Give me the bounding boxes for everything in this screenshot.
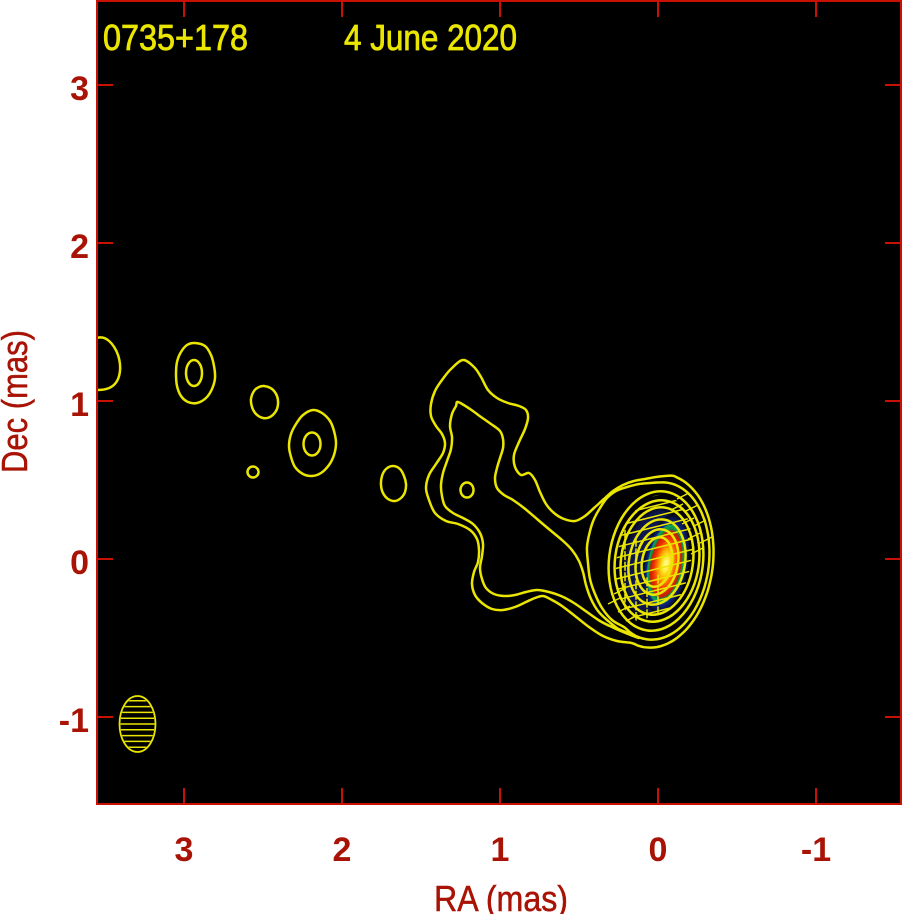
- svg-text:1: 1: [70, 386, 89, 424]
- svg-text:3: 3: [175, 831, 194, 869]
- svg-text:0: 0: [649, 831, 668, 869]
- svg-text:1: 1: [491, 831, 510, 869]
- svg-text:4 June 2020: 4 June 2020: [344, 17, 517, 58]
- svg-text:0735+178: 0735+178: [103, 17, 248, 58]
- svg-text:3: 3: [70, 70, 89, 108]
- svg-text:-1: -1: [801, 831, 831, 869]
- svg-text:2: 2: [333, 831, 352, 869]
- svg-text:-1: -1: [59, 702, 89, 740]
- svg-text:0: 0: [70, 544, 89, 582]
- svg-text:2: 2: [70, 228, 89, 266]
- svg-text:RA (mas): RA (mas): [434, 878, 568, 914]
- svg-text:Dec (mas): Dec (mas): [0, 330, 35, 473]
